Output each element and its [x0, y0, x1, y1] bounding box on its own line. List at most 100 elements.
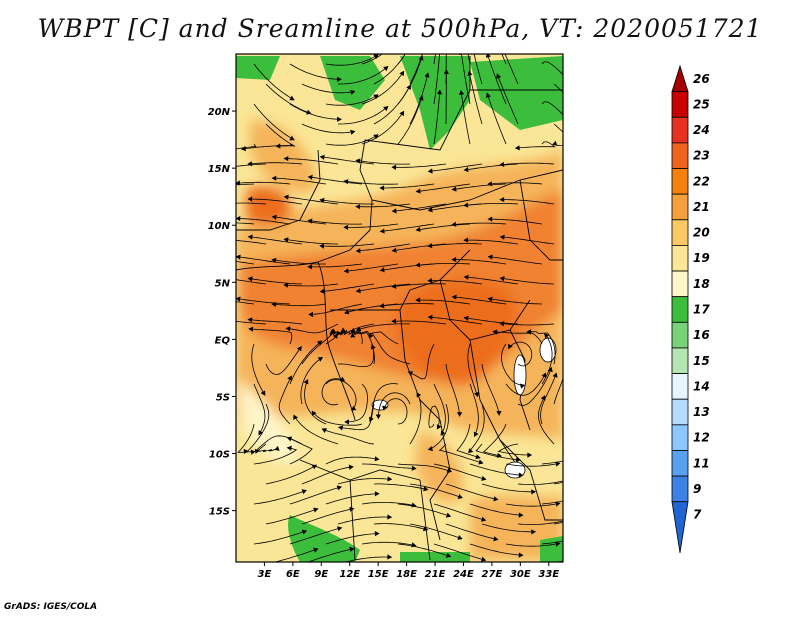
chart-title: WBPT [C] and Sreamline at 500hPa, VT: 20… — [37, 14, 763, 43]
streamline-arrow — [337, 526, 343, 532]
streamline — [339, 330, 363, 345]
streamline-arrow — [508, 343, 513, 350]
colorbar-label: 17 — [693, 303, 710, 317]
streamline — [278, 375, 292, 425]
streamline-arrow — [355, 288, 361, 294]
streamline-arrow — [289, 95, 295, 101]
streamline — [265, 508, 318, 525]
streamline-arrow — [418, 55, 424, 61]
streamline — [392, 243, 447, 252]
streamline — [445, 523, 498, 540]
streamline-arrow — [589, 118, 593, 122]
streamline — [321, 378, 345, 406]
lat-label: 20N — [208, 107, 231, 118]
colorbar-swatch — [671, 91, 689, 118]
streamline — [325, 134, 379, 146]
colorbar-label: 26 — [693, 72, 710, 86]
streamline-arrow — [468, 448, 474, 454]
streamline — [553, 83, 563, 93]
streamline-arrow — [339, 376, 346, 382]
streamline — [497, 443, 532, 456]
streamline-arrow — [379, 185, 385, 191]
streamline-arrow — [544, 333, 550, 339]
streamline-arrow — [248, 326, 254, 332]
streamline-arrow — [487, 296, 493, 302]
streamline-arrow — [474, 391, 479, 398]
streamline-arrow — [212, 317, 216, 321]
streamline-arrow — [541, 372, 547, 378]
streamline — [500, 323, 555, 326]
streamline-arrow — [418, 95, 424, 101]
streamline — [488, 256, 543, 265]
streamline-arrow — [373, 134, 379, 140]
streamline-arrow — [200, 187, 204, 191]
streamline — [409, 523, 463, 540]
streamline-arrow — [374, 491, 380, 497]
streamline — [369, 383, 399, 422]
streamline — [416, 263, 471, 266]
streamline-arrow — [307, 264, 313, 270]
streamline — [416, 183, 471, 192]
streamline-arrow — [602, 469, 606, 473]
streamline — [248, 236, 303, 245]
streamline — [500, 199, 555, 205]
streamline-arrow — [445, 30, 449, 34]
streamline-arrow — [387, 476, 393, 482]
streamline — [380, 303, 435, 307]
streamline-arrow — [496, 73, 502, 79]
streamline-arrow — [313, 547, 319, 553]
colorbar-swatch — [671, 116, 689, 144]
streamline-arrow — [532, 570, 536, 574]
streamline-arrow — [348, 464, 354, 470]
streamline — [378, 392, 411, 419]
lat-label: 5S — [216, 392, 230, 403]
colorbar-label: 9 — [693, 482, 701, 496]
streamline-arrow — [344, 419, 349, 425]
streamline-arrow — [591, 491, 595, 495]
streamline — [392, 163, 447, 168]
streamline-arrow — [555, 541, 561, 547]
streamline-arrow — [499, 161, 505, 168]
streamline — [464, 239, 519, 245]
streamline-arrow — [497, 34, 501, 38]
streamline-arrow — [499, 276, 505, 282]
streamline — [408, 343, 435, 380]
streamline-arrow — [236, 254, 241, 260]
streamline-arrow — [387, 554, 393, 560]
streamline-arrow — [212, 238, 216, 242]
colorbar-label: 25 — [693, 97, 710, 111]
streamline — [253, 490, 307, 505]
streamline — [289, 63, 342, 80]
colorbar-label: 11 — [693, 456, 710, 470]
streamline-arrow — [519, 383, 526, 389]
streamline — [356, 243, 411, 252]
streamline — [248, 198, 303, 205]
streamline — [553, 123, 563, 147]
streamline — [496, 74, 519, 125]
streamline — [428, 280, 483, 285]
streamline-arrow — [271, 301, 277, 308]
streamline — [452, 259, 507, 265]
streamline — [344, 263, 399, 272]
streamline — [486, 54, 507, 105]
streamline — [508, 341, 533, 367]
streamline — [248, 319, 303, 325]
streamline — [308, 176, 363, 185]
streamline-arrow — [321, 428, 327, 433]
streamline — [416, 299, 471, 305]
streamline-arrow — [456, 412, 463, 417]
streamline-arrow — [391, 283, 397, 289]
streamline-arrow — [382, 405, 388, 411]
streamline-arrow — [308, 311, 314, 318]
streamline — [540, 373, 557, 425]
streamline — [505, 373, 546, 396]
streamline — [236, 239, 267, 245]
streamline-arrow — [319, 197, 325, 203]
streamline — [468, 403, 485, 453]
streamline — [541, 101, 563, 116]
streamline — [475, 443, 521, 461]
streamline — [369, 332, 411, 365]
streamline-arrow — [375, 414, 381, 420]
streamline-arrow — [568, 478, 572, 482]
streamline — [553, 377, 563, 405]
